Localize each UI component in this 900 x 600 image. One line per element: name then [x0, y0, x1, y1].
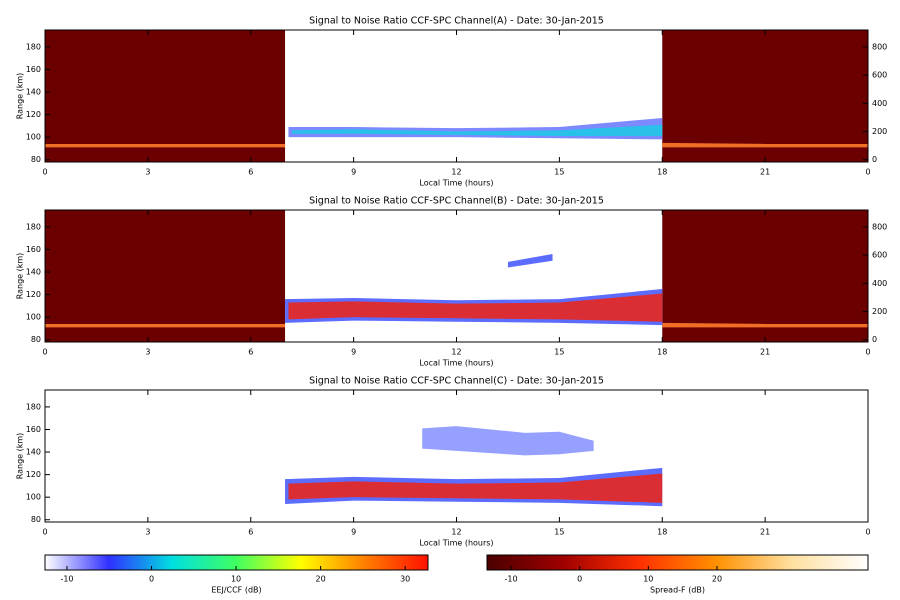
y2-tick-label: 400	[872, 279, 887, 288]
echo-band	[45, 143, 286, 148]
y2-tick-label: 600	[872, 251, 887, 260]
y-tick-label: 180	[26, 42, 41, 51]
panel-title: Signal to Noise Ratio CCF-SPC Channel(B)…	[309, 196, 604, 207]
colorbar-label: Spread-F (dB)	[650, 586, 705, 595]
colorbar-tick-label: 0	[577, 575, 582, 584]
x-tick-label: 0	[42, 528, 47, 537]
x-tick-label: 6	[248, 528, 253, 537]
y2-tick-label: 200	[872, 307, 887, 316]
x-tick-label: 0	[865, 348, 870, 357]
night-region	[45, 30, 286, 162]
x-tick-label: 3	[145, 528, 150, 537]
x-tick-label: 21	[760, 348, 770, 357]
echo-band	[288, 293, 663, 322]
x-tick-label: 18	[657, 348, 667, 357]
x-tick-label: 21	[760, 528, 770, 537]
echo-band	[291, 124, 663, 137]
y2-tick-label: 0	[872, 155, 877, 164]
colorbar-tick-label: 10	[643, 575, 653, 584]
y-tick-label: 120	[26, 470, 41, 479]
x-axis-label: Local Time (hours)	[419, 359, 493, 368]
y-tick-label: 80	[31, 155, 41, 164]
plot-area	[285, 426, 663, 507]
y-tick-label: 160	[26, 425, 41, 434]
x-tick-label: 12	[451, 168, 461, 177]
y-tick-label: 160	[26, 65, 41, 74]
x-tick-label: 6	[248, 168, 253, 177]
x-tick-label: 0	[865, 528, 870, 537]
colorbar	[486, 554, 869, 571]
y-tick-label: 100	[26, 133, 41, 142]
plot-area	[45, 210, 868, 342]
y-tick-label: 140	[26, 88, 41, 97]
echo-band	[662, 322, 868, 328]
y-tick-label: 120	[26, 110, 41, 119]
y2-tick-label: 400	[872, 99, 887, 108]
x-tick-label: 3	[145, 348, 150, 357]
y2-tick-label: 0	[872, 335, 877, 344]
panel-title: Signal to Noise Ratio CCF-SPC Channel(A)…	[309, 16, 604, 27]
x-tick-label: 9	[351, 528, 356, 537]
y-tick-label: 100	[26, 493, 41, 502]
y-tick-label: 100	[26, 313, 41, 322]
x-tick-label: 18	[657, 528, 667, 537]
x-tick-label: 15	[554, 168, 564, 177]
y-tick-label: 80	[31, 335, 41, 344]
x-tick-label: 15	[554, 528, 564, 537]
colorbar-tick-label: 0	[149, 575, 154, 584]
x-tick-label: 6	[248, 348, 253, 357]
y-tick-label: 140	[26, 448, 41, 457]
x-tick-label: 12	[451, 528, 461, 537]
x-tick-label: 0	[42, 348, 47, 357]
x-tick-label: 3	[145, 168, 150, 177]
y-tick-label: 140	[26, 268, 41, 277]
y-tick-label: 180	[26, 222, 41, 231]
night-region	[662, 30, 868, 162]
panel-title: Signal to Noise Ratio CCF-SPC Channel(C)…	[309, 376, 604, 387]
y-tick-label: 180	[26, 402, 41, 411]
x-tick-label: 18	[657, 168, 667, 177]
echo-band	[45, 323, 286, 328]
y-axis-label: Range (km)	[16, 73, 25, 120]
night-region	[662, 210, 868, 342]
y-tick-label: 160	[26, 245, 41, 254]
y-axis-label: Range (km)	[16, 433, 25, 480]
plot-frame	[44, 389, 869, 523]
y-axis-label: Range (km)	[16, 253, 25, 300]
colorbar-label: EEJ/CCF (dB)	[211, 586, 261, 595]
y2-tick-label: 800	[872, 222, 887, 231]
x-tick-label: 12	[451, 348, 461, 357]
echo-band	[422, 426, 594, 456]
x-tick-label: 9	[351, 348, 356, 357]
echo-band	[662, 142, 868, 148]
x-tick-label: 21	[760, 168, 770, 177]
colorbar-tick-label: -10	[60, 575, 73, 584]
colorbar-tick-label: 20	[712, 575, 722, 584]
x-axis-label: Local Time (hours)	[419, 179, 493, 188]
colorbar-tick-label: 20	[316, 575, 326, 584]
y-tick-label: 120	[26, 290, 41, 299]
colorbar-tick-label: 30	[400, 575, 410, 584]
x-tick-label: 15	[554, 348, 564, 357]
night-region	[45, 210, 286, 342]
y-tick-label: 80	[31, 515, 41, 524]
x-axis-label: Local Time (hours)	[419, 539, 493, 548]
y2-tick-label: 800	[872, 42, 887, 51]
x-tick-label: 9	[351, 168, 356, 177]
x-tick-label: 0	[42, 168, 47, 177]
x-tick-label: 0	[865, 168, 870, 177]
colorbar-tick-label: -10	[504, 575, 517, 584]
echo-band	[507, 254, 553, 268]
y2-tick-label: 200	[872, 127, 887, 136]
colorbar-tick-label: 10	[231, 575, 241, 584]
plot-area	[45, 30, 868, 162]
y2-tick-label: 600	[872, 71, 887, 80]
echo-band	[288, 473, 663, 503]
